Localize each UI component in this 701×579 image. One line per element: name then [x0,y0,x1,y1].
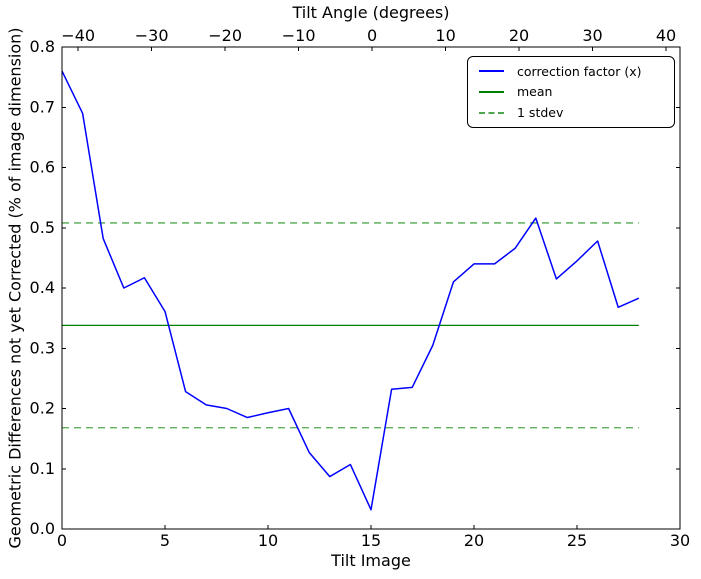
x-tick-label: 25 [567,531,587,550]
bottom-axis-title: Tilt Image [331,551,411,570]
top-tick-label: −30 [135,26,169,45]
legend-entry-mean: mean [479,82,666,102]
top-tick-label: −20 [208,26,242,45]
y-tick-label: 0.3 [30,338,55,357]
y-tick-label: 0.0 [30,519,55,538]
x-tick-label: 15 [361,531,381,550]
legend-entry-correction-factor: correction factor (x) [479,61,666,81]
y-tick-label: 0.2 [30,399,55,418]
legend-label: correction factor (x) [517,63,642,79]
top-tick-label: 10 [435,26,455,45]
y-tick-label: 0.4 [30,278,55,297]
line-sample-icon [479,111,504,114]
x-tick-label: 10 [258,531,278,550]
y-tick-label: 0.5 [30,218,55,237]
line-sample-icon [479,90,504,93]
y-tick-label: 0.8 [30,37,55,56]
top-tick-label: 0 [367,26,377,45]
top-tick-label: −10 [282,26,316,45]
legend: correction factor (x) mean 1 stdev [467,56,675,128]
legend-label: mean [517,84,553,100]
line-sample-icon [479,70,504,73]
top-tick-label: 20 [509,26,529,45]
x-tick-label: 5 [160,531,170,550]
top-tick-label: −40 [61,26,95,45]
y-axis-title: Geometric Differences not yet Corrected … [5,27,25,549]
top-tick-label: 40 [656,26,676,45]
x-tick-label: 30 [670,531,690,550]
legend-label: 1 stdev [517,105,564,121]
x-tick-label: 20 [464,531,484,550]
top-axis-title: Tilt Angle (degrees) [292,3,450,22]
y-tick-label: 0.6 [30,158,55,177]
data-line [61,70,640,511]
y-tick-label: 0.1 [30,459,55,478]
top-tick-label: 30 [582,26,602,45]
legend-entry-stdev: 1 stdev [479,103,666,123]
y-tick-label: 0.7 [30,97,55,116]
x-tick-label: 0 [57,531,67,550]
